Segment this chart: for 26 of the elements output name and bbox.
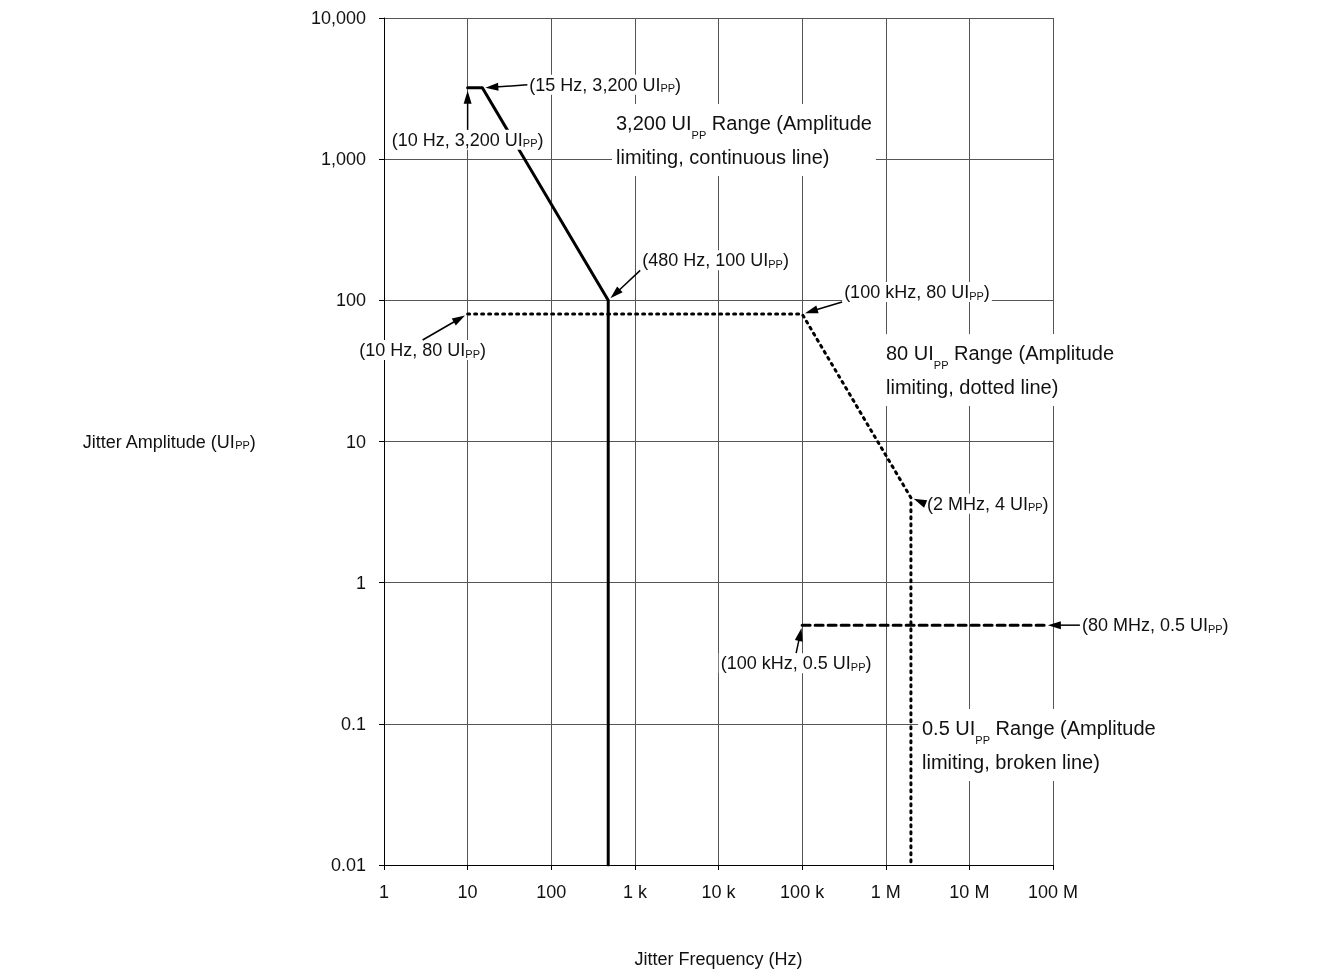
annotation: (480 Hz, 100 UIPP)	[642, 250, 789, 271]
y-tick-label: 1,000	[320, 149, 366, 170]
x-tick-label: 10 k	[701, 882, 737, 902]
annotation: (100 kHz, 80 UIPP)	[844, 282, 990, 303]
x-tick-label: 10 M	[949, 882, 990, 902]
y-tick-label: 100	[335, 290, 366, 311]
y-axis-title: Jitter Amplitude (UIPP)	[82, 431, 256, 452]
annotation: (10 Hz, 3,200 UIPP)	[391, 129, 544, 150]
x-tick-label: 1 M	[870, 882, 901, 902]
x-tick-label: 1 k	[622, 882, 648, 902]
x-tick-label: 10	[457, 882, 478, 902]
annotation: (2 MHz, 4 UIPP)	[926, 493, 1049, 514]
x-tick-label: 100 M	[1027, 882, 1079, 902]
annotation: (10 Hz, 80 UIPP)	[359, 340, 486, 361]
annotation: (100 kHz, 0.5 UIPP)	[720, 653, 872, 674]
annotation: (15 Hz, 3,200 UIPP)	[529, 74, 682, 95]
x-tick-label: 1	[378, 882, 390, 902]
y-tick-label: 10,000	[310, 8, 366, 28]
y-tick-label: 0.1	[340, 713, 366, 734]
x-axis-title: Jitter Frequency (Hz)	[634, 949, 803, 969]
x-tick-label: 100	[536, 882, 567, 902]
y-tick-label: 10	[345, 431, 366, 452]
y-tick-label: 0.01	[330, 855, 366, 875]
x-tick-label: 100 k	[780, 882, 826, 902]
y-tick-label: 1	[355, 572, 366, 593]
annotation: (80 MHz, 0.5 UIPP)	[1081, 615, 1229, 636]
